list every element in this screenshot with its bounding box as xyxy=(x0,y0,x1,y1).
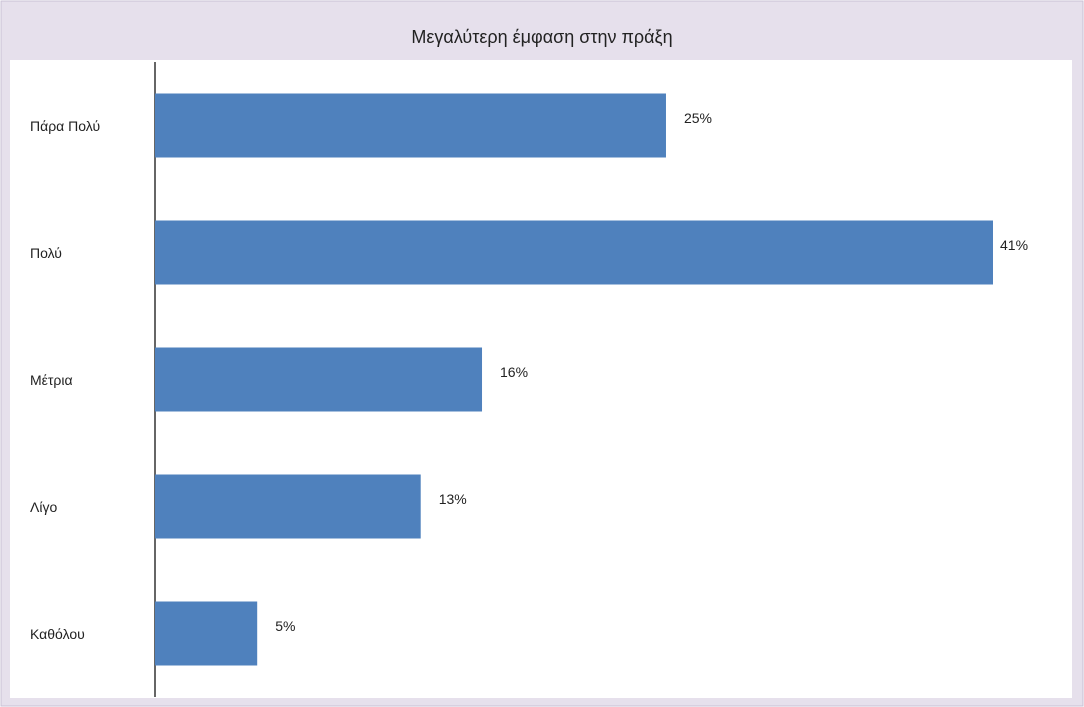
data-label: 16% xyxy=(500,364,528,380)
bar xyxy=(155,601,258,666)
data-label: 13% xyxy=(439,491,467,507)
y-tick-label: Πάρα Πολύ xyxy=(30,118,100,134)
y-tick-label: Λίγο xyxy=(30,499,57,515)
data-label: 25% xyxy=(684,110,712,126)
y-tick-label: Πολύ xyxy=(30,245,62,261)
chart-title: Μεγαλύτερη έμφαση στην πράξη xyxy=(411,27,672,47)
data-label: 41% xyxy=(1000,237,1028,253)
bar xyxy=(155,220,993,285)
bar xyxy=(155,474,421,539)
y-tick-label: Καθόλου xyxy=(30,626,85,642)
y-tick-label: Μέτρια xyxy=(30,372,73,388)
bar xyxy=(155,347,483,412)
data-label: 5% xyxy=(275,618,295,634)
bar xyxy=(155,93,666,158)
